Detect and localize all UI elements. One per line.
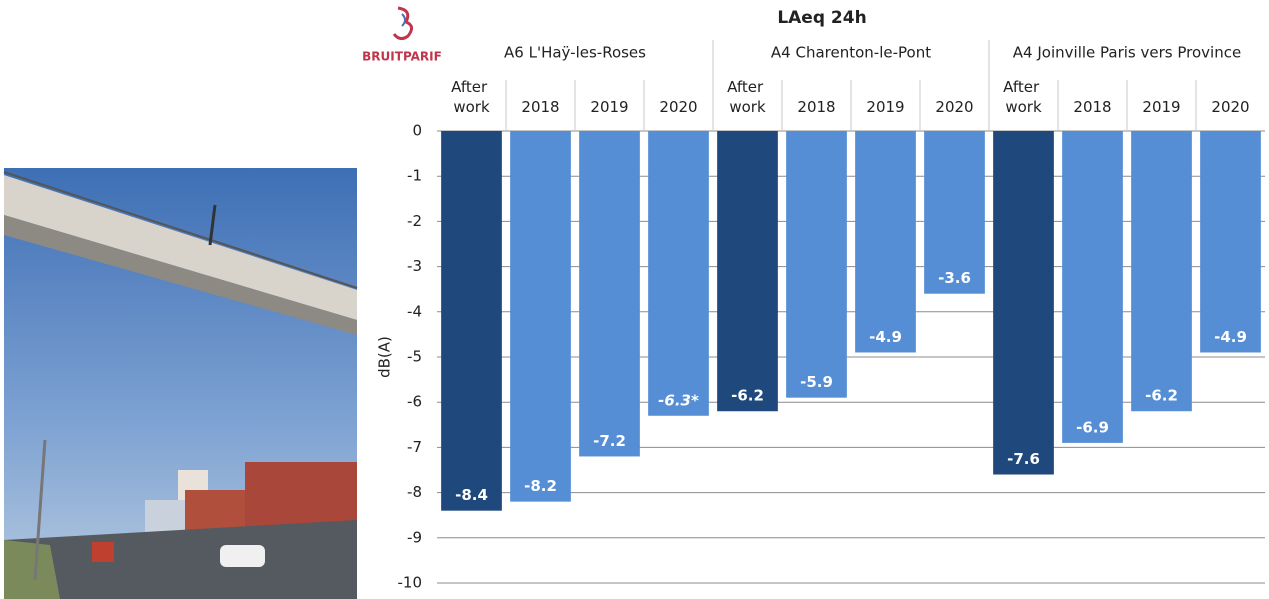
x-tick-label: 2020 — [935, 98, 973, 116]
y-tick-label: -2 — [407, 212, 422, 230]
x-tick-label: 2019 — [866, 98, 904, 116]
value-label: -6.3* — [658, 391, 699, 409]
y-tick-label: -1 — [407, 167, 422, 185]
bar — [1062, 131, 1123, 443]
x-tick-label: 2020 — [659, 98, 697, 116]
x-tick-label: 2018 — [797, 98, 835, 116]
value-label: -6.2 — [1145, 387, 1178, 405]
bar — [993, 131, 1054, 475]
value-label: -4.9 — [1214, 328, 1247, 346]
y-tick-label: -5 — [407, 348, 422, 366]
bar — [924, 131, 985, 294]
y-tick-label: -8 — [407, 483, 422, 501]
y-tick-label: 0 — [412, 122, 422, 140]
value-label: -4.9 — [869, 328, 902, 346]
bar — [441, 131, 502, 511]
y-axis-label: dB(A) — [376, 336, 394, 378]
y-tick-label: -6 — [407, 393, 422, 411]
value-label: -6.2 — [731, 387, 764, 405]
bar — [1200, 131, 1261, 353]
value-label: -3.6 — [938, 269, 971, 287]
y-tick-label: -10 — [398, 574, 423, 592]
value-label: -8.2 — [524, 477, 557, 495]
value-label: -5.9 — [800, 373, 833, 391]
value-label: -8.4 — [455, 486, 488, 504]
x-tick-label: After work — [1003, 78, 1044, 116]
x-tick-label: 2019 — [590, 98, 628, 116]
logo-text: BRUITPARIF — [362, 50, 442, 64]
bar — [579, 131, 640, 457]
x-tick-label: 2019 — [1142, 98, 1180, 116]
bar — [510, 131, 571, 502]
group-label: A6 L'Haÿ-les-Roses — [504, 44, 646, 62]
bar — [717, 131, 778, 412]
value-label: -7.6 — [1007, 450, 1040, 468]
x-tick-label: 2018 — [1073, 98, 1111, 116]
bar — [648, 131, 709, 416]
bar — [855, 131, 916, 353]
group-label: A4 Charenton-le-Pont — [771, 44, 931, 62]
y-tick-label: -4 — [407, 302, 422, 320]
y-tick-label: -3 — [407, 257, 422, 275]
y-tick-label: -7 — [407, 438, 422, 456]
x-tick-label: 2018 — [521, 98, 559, 116]
x-tick-label: 2020 — [1211, 98, 1249, 116]
logo: BRUITPARIF — [362, 6, 442, 64]
bar — [786, 131, 847, 398]
value-label: -6.9 — [1076, 418, 1109, 436]
photo — [3, 168, 358, 599]
bar — [1131, 131, 1192, 412]
value-label: -7.2 — [593, 432, 626, 450]
x-tick-label: After work — [727, 78, 768, 116]
y-tick-label: -9 — [407, 528, 422, 546]
chart-title: LAeq 24h — [777, 8, 866, 28]
group-label: A4 Joinville Paris vers Province — [1013, 44, 1241, 62]
x-tick-label: After work — [451, 78, 492, 116]
